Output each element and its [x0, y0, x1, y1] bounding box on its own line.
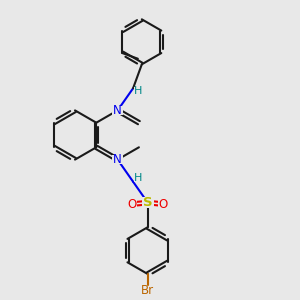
Text: N: N [113, 104, 122, 117]
Text: O: O [159, 198, 168, 211]
Text: O: O [128, 198, 137, 211]
FancyBboxPatch shape [134, 174, 143, 182]
FancyBboxPatch shape [112, 106, 123, 115]
FancyBboxPatch shape [141, 286, 154, 296]
Text: S: S [143, 196, 152, 209]
FancyBboxPatch shape [112, 155, 123, 164]
FancyBboxPatch shape [158, 200, 168, 208]
Text: Br: Br [141, 284, 154, 297]
FancyBboxPatch shape [142, 197, 154, 208]
Text: N: N [113, 153, 122, 166]
Text: H: H [134, 173, 143, 183]
FancyBboxPatch shape [134, 87, 143, 95]
Text: H: H [134, 86, 143, 96]
FancyBboxPatch shape [127, 200, 137, 208]
